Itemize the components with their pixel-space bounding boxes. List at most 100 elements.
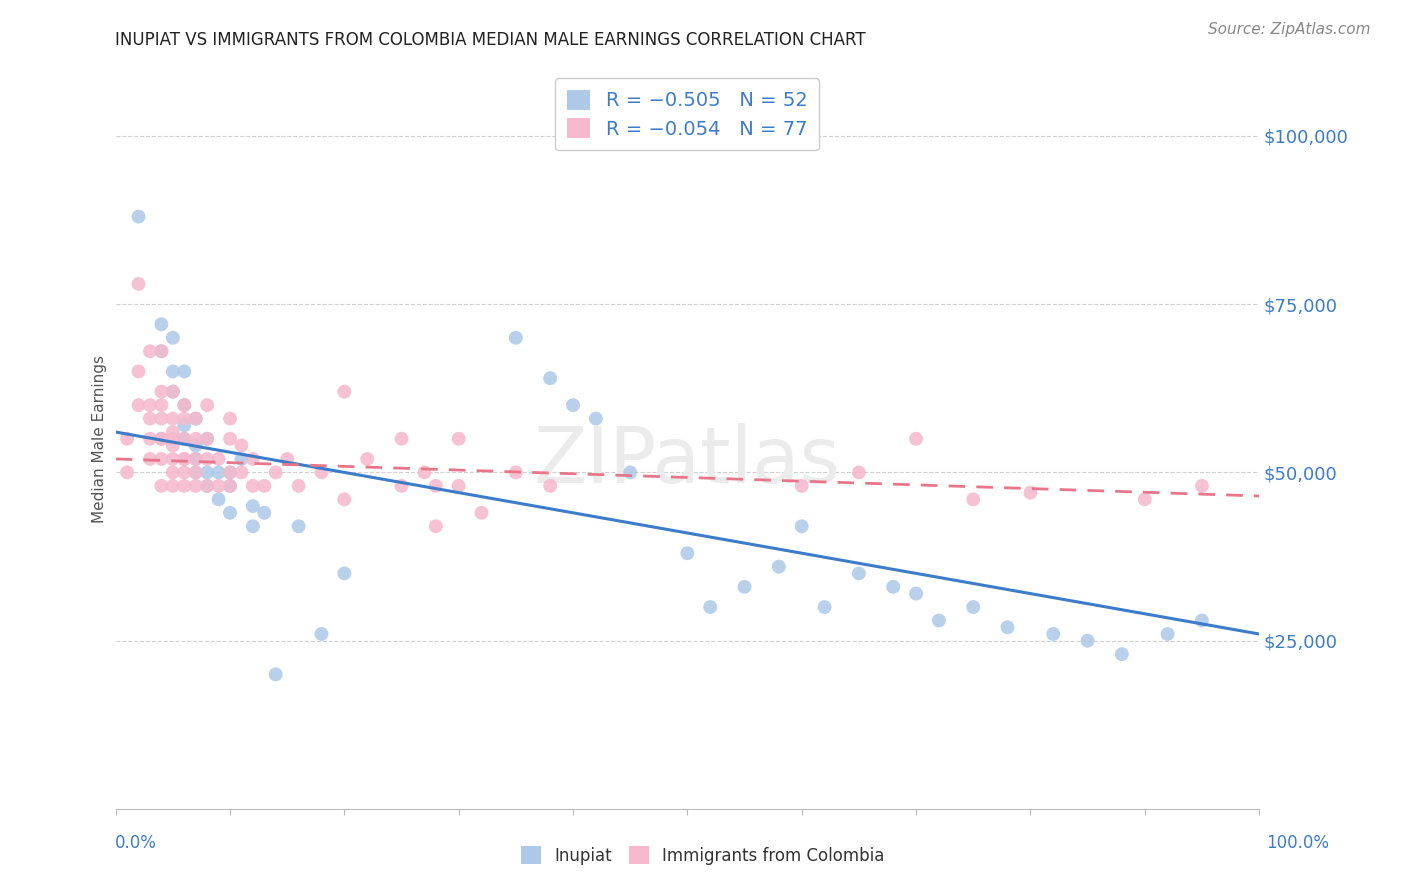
Point bbox=[242, 452, 264, 467]
Point bbox=[413, 466, 436, 480]
Point bbox=[162, 411, 184, 425]
Point bbox=[184, 411, 207, 425]
Point bbox=[928, 614, 950, 628]
Point bbox=[905, 586, 928, 600]
Point bbox=[150, 384, 173, 399]
Point bbox=[139, 344, 162, 359]
Point bbox=[997, 620, 1019, 634]
Point bbox=[207, 466, 229, 480]
Point bbox=[333, 384, 356, 399]
Point bbox=[150, 452, 173, 467]
Point bbox=[162, 384, 184, 399]
Point bbox=[242, 519, 264, 533]
Point bbox=[311, 627, 333, 641]
Point bbox=[162, 384, 184, 399]
Point bbox=[391, 432, 413, 446]
Point bbox=[195, 479, 218, 493]
Point bbox=[882, 580, 904, 594]
Point bbox=[184, 466, 207, 480]
Text: ZIPatlas: ZIPatlas bbox=[534, 423, 841, 499]
Point bbox=[676, 546, 699, 560]
Point bbox=[962, 600, 984, 615]
Point bbox=[768, 559, 790, 574]
Point bbox=[184, 452, 207, 467]
Point bbox=[150, 432, 173, 446]
Point bbox=[150, 344, 173, 359]
Point bbox=[150, 411, 173, 425]
Point bbox=[195, 466, 218, 480]
Point bbox=[150, 432, 173, 446]
Point bbox=[253, 506, 276, 520]
Point bbox=[505, 331, 527, 345]
Point bbox=[115, 432, 138, 446]
Point bbox=[184, 452, 207, 467]
Point bbox=[162, 438, 184, 452]
Point bbox=[962, 492, 984, 507]
Point bbox=[162, 331, 184, 345]
Point bbox=[184, 411, 207, 425]
Point bbox=[162, 452, 184, 467]
Point bbox=[173, 432, 195, 446]
Point bbox=[790, 479, 813, 493]
Point bbox=[905, 432, 928, 446]
Point bbox=[848, 466, 870, 480]
Point bbox=[139, 411, 162, 425]
Point bbox=[447, 432, 470, 446]
Point bbox=[231, 452, 253, 467]
Point bbox=[219, 466, 242, 480]
Text: INUPIAT VS IMMIGRANTS FROM COLOMBIA MEDIAN MALE EARNINGS CORRELATION CHART: INUPIAT VS IMMIGRANTS FROM COLOMBIA MEDI… bbox=[115, 31, 866, 49]
Point bbox=[1191, 479, 1213, 493]
Point bbox=[333, 492, 356, 507]
Point bbox=[276, 452, 298, 467]
Point bbox=[311, 466, 333, 480]
Point bbox=[538, 371, 561, 385]
Point bbox=[150, 398, 173, 412]
Point bbox=[219, 466, 242, 480]
Point bbox=[231, 466, 253, 480]
Point bbox=[173, 398, 195, 412]
Point bbox=[219, 432, 242, 446]
Point bbox=[195, 452, 218, 467]
Point bbox=[184, 432, 207, 446]
Point bbox=[1077, 633, 1099, 648]
Point bbox=[195, 432, 218, 446]
Point bbox=[150, 344, 173, 359]
Point bbox=[173, 418, 195, 433]
Point bbox=[128, 277, 150, 291]
Point bbox=[356, 452, 378, 467]
Point bbox=[219, 411, 242, 425]
Point bbox=[790, 519, 813, 533]
Point bbox=[1133, 492, 1156, 507]
Point bbox=[585, 411, 607, 425]
Text: Source: ZipAtlas.com: Source: ZipAtlas.com bbox=[1208, 22, 1371, 37]
Point bbox=[287, 519, 309, 533]
Point bbox=[1156, 627, 1178, 641]
Point bbox=[173, 364, 195, 378]
Text: 0.0%: 0.0% bbox=[115, 834, 157, 852]
Point bbox=[173, 452, 195, 467]
Point bbox=[219, 506, 242, 520]
Point bbox=[150, 318, 173, 332]
Point bbox=[264, 466, 287, 480]
Point bbox=[195, 398, 218, 412]
Point bbox=[207, 492, 229, 507]
Point bbox=[264, 667, 287, 681]
Point bbox=[184, 438, 207, 452]
Point bbox=[253, 479, 276, 493]
Point bbox=[139, 398, 162, 412]
Y-axis label: Median Male Earnings: Median Male Earnings bbox=[93, 355, 107, 523]
Point bbox=[195, 432, 218, 446]
Point bbox=[207, 479, 229, 493]
Point bbox=[1111, 647, 1133, 661]
Point bbox=[391, 479, 413, 493]
Point bbox=[150, 479, 173, 493]
Point bbox=[425, 479, 447, 493]
Point bbox=[115, 466, 138, 480]
Point bbox=[447, 479, 470, 493]
Point bbox=[562, 398, 585, 412]
Point bbox=[173, 432, 195, 446]
Point bbox=[139, 432, 162, 446]
Point bbox=[173, 411, 195, 425]
Point bbox=[1042, 627, 1064, 641]
Point bbox=[128, 210, 150, 224]
